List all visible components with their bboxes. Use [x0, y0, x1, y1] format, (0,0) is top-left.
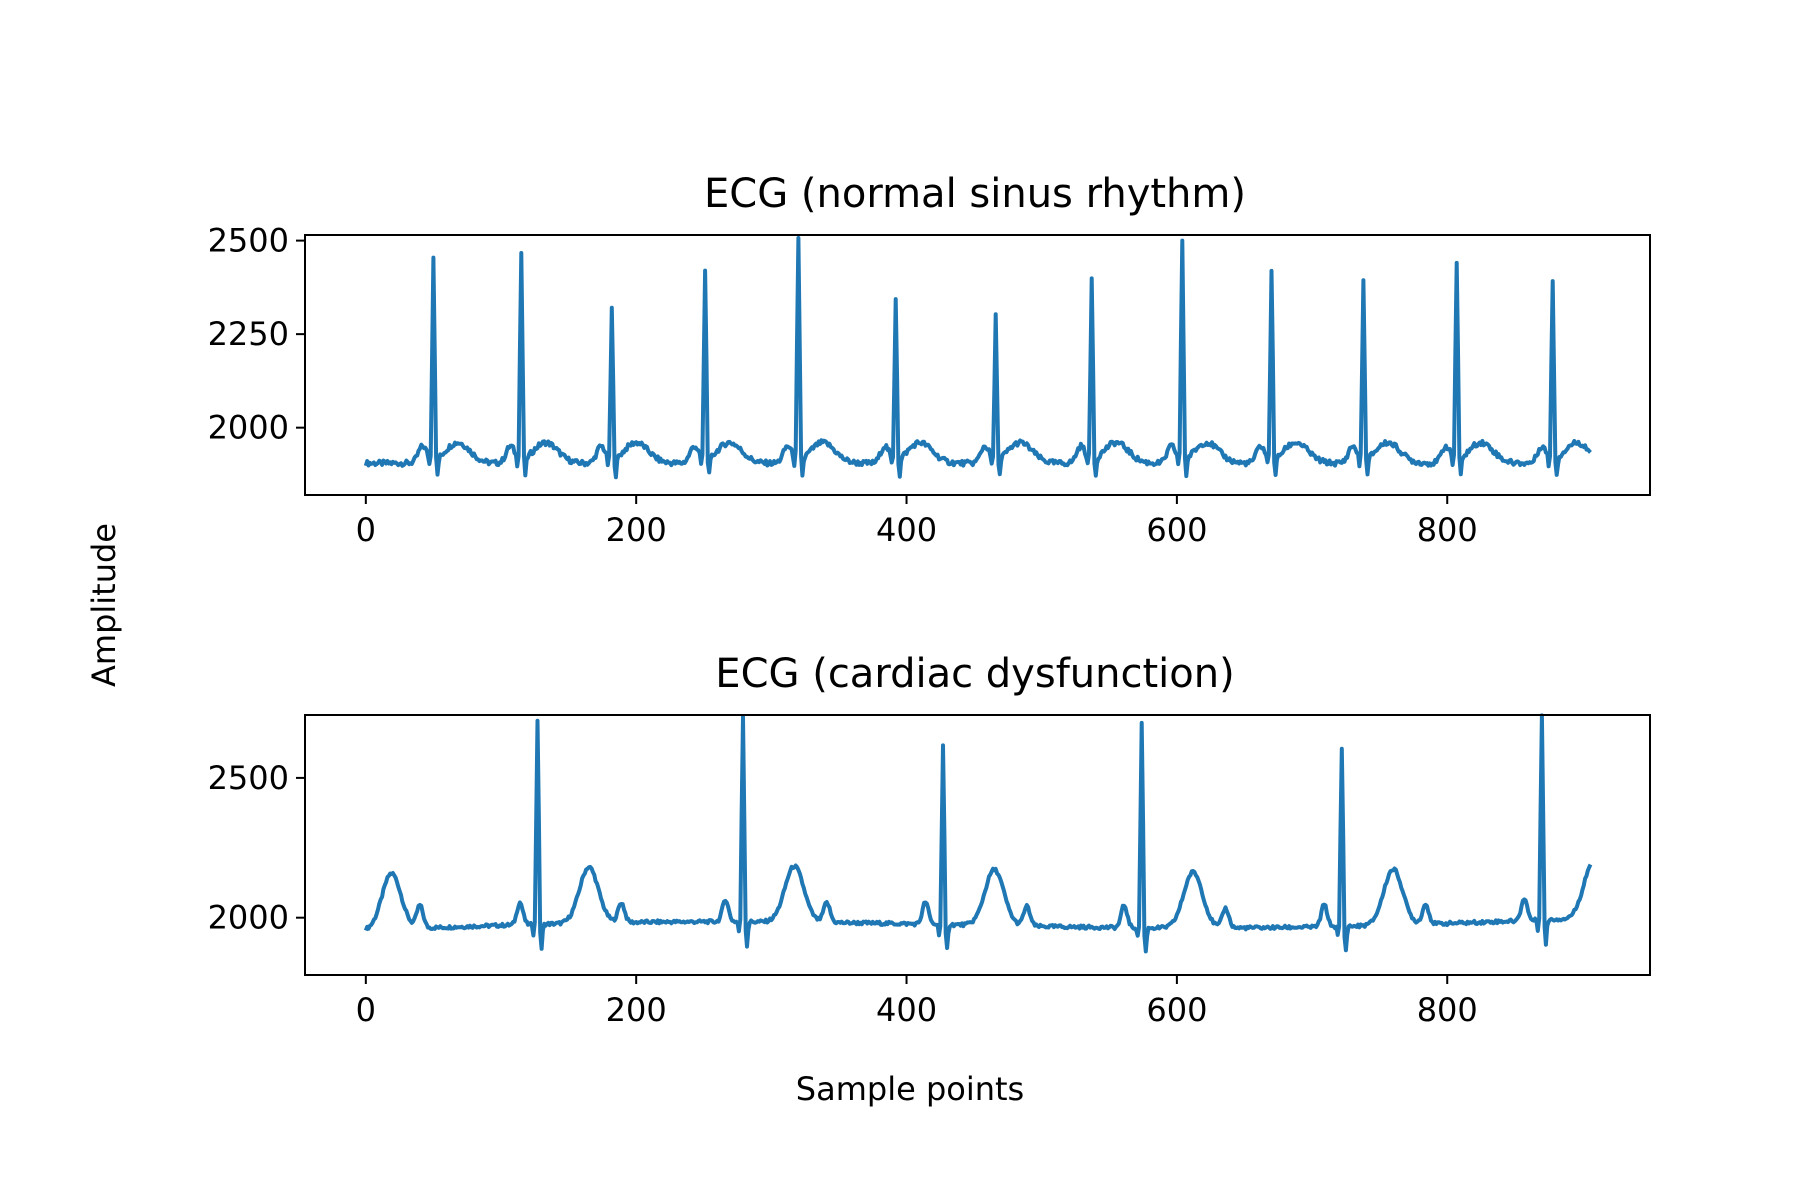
x-tick-label: 800 [1417, 991, 1478, 1029]
axis-ticks: 0 200 400 600 800 2000 2500 [208, 759, 1478, 1029]
plot-area [363, 236, 1592, 480]
chart-panel-normal: ECG (normal sinus rhythm) 0 200 400 600 800 2… [208, 171, 1651, 549]
x-tick-label: 400 [876, 511, 937, 549]
y-tick-label: 2500 [208, 759, 289, 797]
axes-frame [304, 714, 1651, 976]
ecg-series-line [363, 713, 1593, 954]
x-tick-label: 600 [1146, 511, 1207, 549]
y-tick-label: 2000 [208, 899, 289, 937]
chart-title: ECG (cardiac dysfunction) [715, 651, 1234, 697]
y-tick-label: 2500 [208, 222, 289, 260]
axes-frame [304, 234, 1651, 496]
y-tick-label: 2250 [208, 315, 289, 353]
axis-ticks: 0 200 400 600 800 2000 2250 2500 [208, 222, 1478, 549]
x-tick-label: 200 [606, 991, 667, 1029]
x-tick-label: 800 [1417, 511, 1478, 549]
ecg-series-line [363, 236, 1592, 480]
x-tick-label: 600 [1146, 991, 1207, 1029]
x-tick-label: 400 [876, 991, 937, 1029]
y-tick-label: 2000 [208, 409, 289, 447]
plot-area [363, 713, 1593, 954]
x-tick-label: 0 [356, 511, 376, 549]
x-tick-label: 0 [356, 991, 376, 1029]
chart-title: ECG (normal sinus rhythm) [704, 171, 1246, 217]
y-axis-label: Amplitude [85, 523, 123, 687]
x-axis-label: Sample points [796, 1070, 1024, 1108]
x-tick-label: 200 [606, 511, 667, 549]
chart-panel-dysfunction: ECG (cardiac dysfunction) 0 200 400 600 800 2… [208, 651, 1651, 1029]
